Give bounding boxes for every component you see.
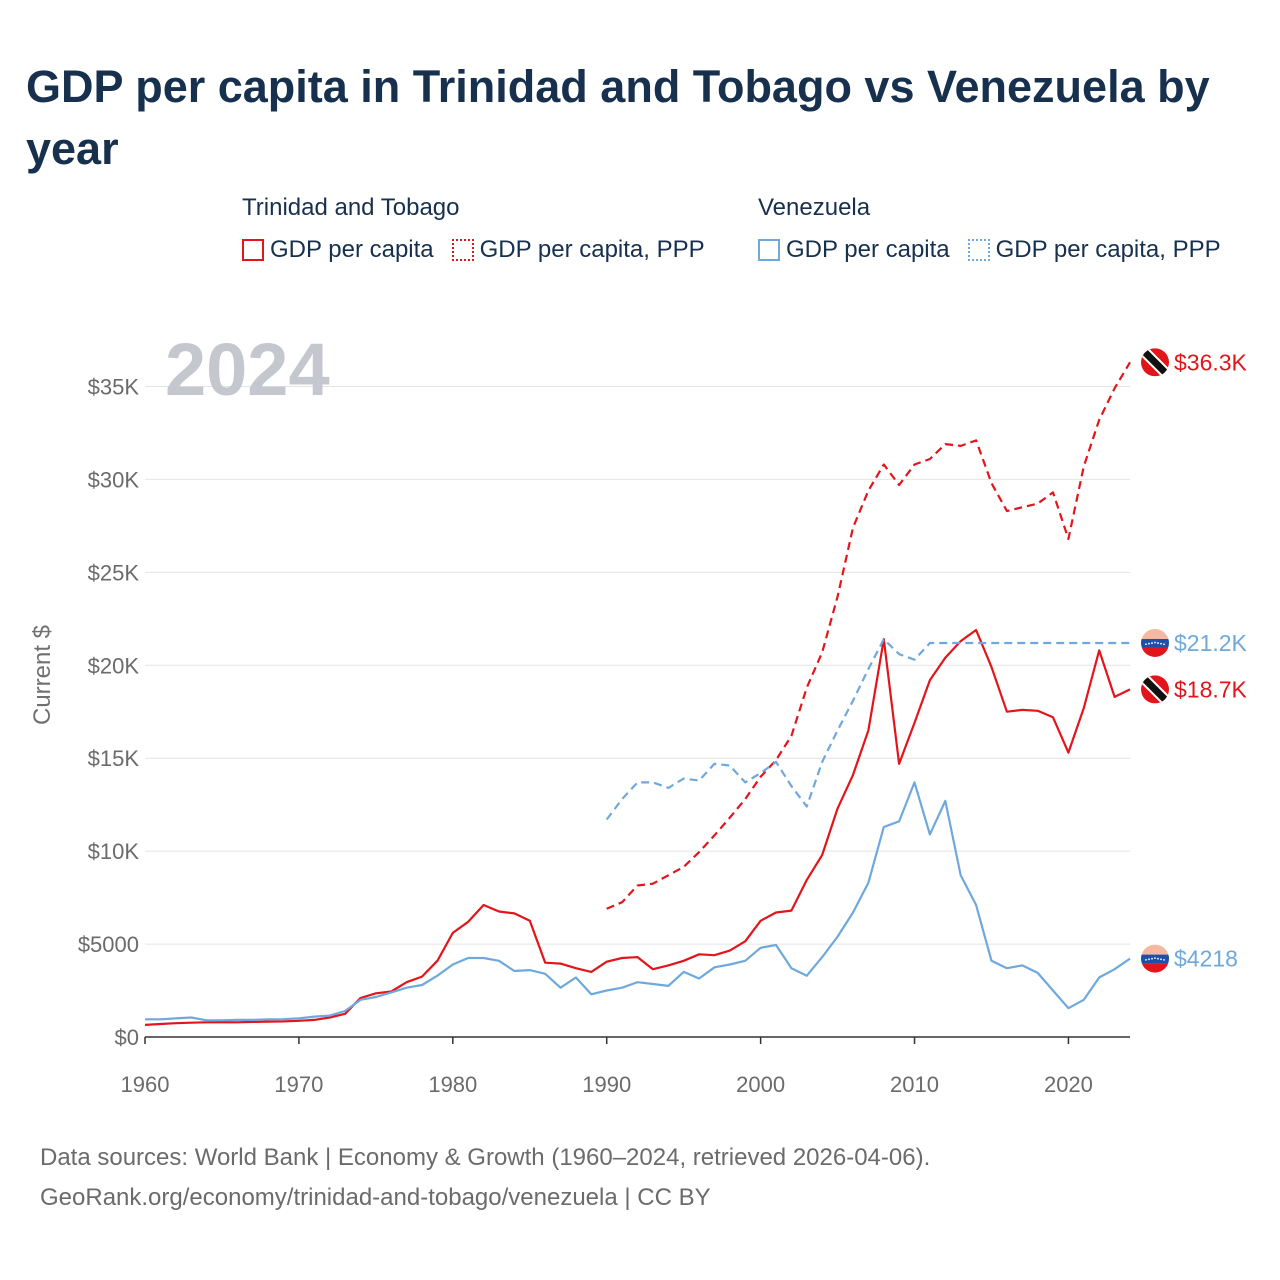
flag-star [1160, 958, 1162, 961]
y-tick-label: $10K [88, 839, 140, 864]
legend-group-name: Venezuela [758, 194, 871, 221]
y-tick-label: $35K [88, 374, 140, 399]
flag-star [1163, 959, 1165, 961]
flag-stripe-white [1141, 675, 1169, 704]
flag-band-bottom [1141, 963, 1169, 973]
series-line [606, 361, 1131, 910]
flag-band-middle [1141, 954, 1169, 964]
legend-item-ve-gdp[interactable]: GDP per capita [758, 236, 950, 264]
flag-field [1141, 675, 1169, 704]
flag-star [1154, 641, 1156, 644]
sources-line-2[interactable]: GeoRank.org/economy/trinidad-and-tobago/… [40, 1184, 711, 1211]
flag-star [1145, 643, 1147, 646]
legend-group-name: Trinidad and Tobago [242, 194, 460, 221]
y-tick-label: $0 [115, 1025, 139, 1050]
flag-band-bottom [1141, 647, 1169, 657]
y-tick-label: $25K [88, 560, 140, 585]
y-tick-label: $30K [88, 467, 140, 492]
flag-star [1154, 957, 1156, 960]
flag-star [1148, 958, 1150, 961]
venezuela-flag-icon [1141, 628, 1169, 657]
legend-swatch-dotted-icon [451, 239, 474, 261]
series-line [144, 628, 1131, 1026]
legend-item-ve-ppp[interactable]: GDP per capita, PPP [967, 236, 1221, 264]
legend-item-label: GDP per capita, PPP [995, 236, 1221, 263]
flag-star [1157, 642, 1159, 644]
end-marker [1141, 675, 1169, 704]
flag-field [1141, 348, 1169, 377]
flag-star [1151, 642, 1153, 644]
data-sources: Data sources: World Bank | Economy & Gro… [40, 1138, 930, 1218]
legend-item-label: GDP per capita, PPP [479, 236, 705, 263]
end-value-label: $21.2K [1174, 630, 1248, 656]
legend-item-label: GDP per capita [270, 236, 434, 263]
end-marker [1141, 348, 1169, 377]
x-tick-label: 2010 [890, 1072, 939, 1097]
x-tick-label: 1960 [121, 1072, 170, 1097]
legend-swatch-solid-icon [758, 239, 780, 261]
legend-item-tt-ppp[interactable]: GDP per capita, PPP [451, 236, 705, 264]
y-tick-label: $5000 [78, 932, 139, 957]
x-tick-label: 1980 [428, 1072, 477, 1097]
legend-group-venezuela: Venezuela GDP per capita GDP per capita,… [758, 194, 1221, 264]
chart-title: GDP per capita in Trinidad and Tobago vs… [26, 61, 1210, 174]
end-value-label: $18.7K [1174, 676, 1248, 702]
flag-star [1157, 957, 1159, 960]
legend-item-label: GDP per capita [786, 236, 950, 263]
venezuela-flag-icon [1141, 944, 1169, 973]
x-tick-label: 1970 [274, 1072, 323, 1097]
x-tick-label: 2000 [736, 1072, 785, 1097]
series-line [605, 638, 1130, 821]
series-line [145, 781, 1131, 1022]
y-axis-label: Current $ [29, 625, 56, 725]
y-tick-label: $20K [88, 653, 140, 678]
x-tick-label: 1990 [582, 1072, 631, 1097]
flag-star [1160, 642, 1162, 645]
legend-group-trinidad: Trinidad and Tobago GDP per capita GDP p… [242, 194, 705, 264]
x-tick-label: 2020 [1044, 1072, 1093, 1097]
flag-band-top [1141, 628, 1169, 639]
flag-stripe-black [1141, 348, 1169, 377]
flag-band-middle [1141, 638, 1169, 648]
flag-star [1151, 957, 1153, 960]
flag-stripe-white [1141, 348, 1169, 377]
year-watermark: 2024 [165, 328, 330, 411]
end-marker [1141, 628, 1169, 657]
flag-star [1145, 959, 1147, 961]
y-tick-label: $15K [88, 746, 140, 771]
legend-swatch-solid-icon [242, 239, 264, 261]
flag-star [1163, 643, 1165, 646]
end-value-label: $36.3K [1174, 349, 1248, 375]
trinidad-flag-icon [1141, 348, 1169, 377]
flag-band-top [1141, 944, 1169, 955]
legend-swatch-dotted-icon [967, 239, 990, 261]
flag-stripe-black [1141, 675, 1169, 704]
trinidad-flag-icon [1141, 675, 1169, 704]
end-value-label: $4218 [1174, 946, 1238, 972]
legend-item-tt-gdp[interactable]: GDP per capita [242, 236, 434, 264]
flag-star [1148, 642, 1150, 645]
end-marker [1141, 944, 1169, 973]
sources-line-1: Data sources: World Bank | Economy & Gro… [40, 1144, 931, 1171]
